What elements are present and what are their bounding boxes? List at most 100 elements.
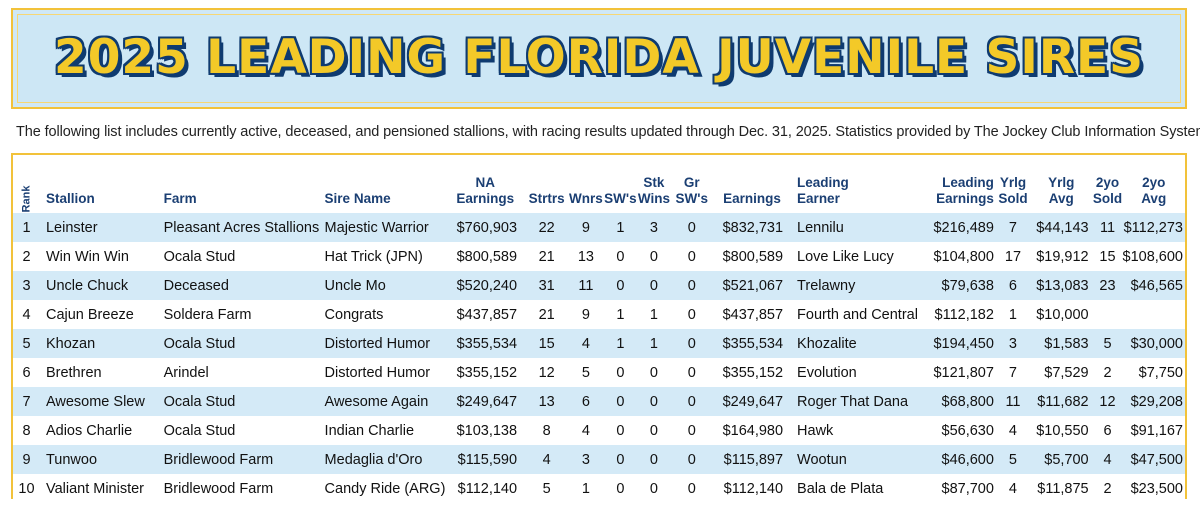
yearling-avg-cell: $11,875 [1030,474,1093,503]
winners-cell: 4 [568,416,604,445]
2yo-avg-cell: $7,750 [1122,358,1185,387]
table-row: 3 Uncle Chuck Deceased Uncle Mo $520,240 31 11… [13,271,1185,300]
rank-cell: 3 [13,271,40,300]
stakes-wins-cell: 3 [637,213,671,242]
winners-cell: 1 [568,474,604,503]
header-2yo-avg: 2yo Avg [1141,175,1167,206]
earnings-cell: $355,534 [712,329,792,358]
na-earnings-cell: $103,138 [445,416,526,445]
header-rank: Rank [20,185,33,213]
starters-cell: 12 [525,358,569,387]
leading-earnings-cell: $104,800 [917,242,996,271]
graded-sws-cell: 0 [670,242,713,271]
farm-cell: Pleasant Acres Stallions [163,213,325,242]
winners-cell: 13 [568,242,604,271]
na-earnings-cell: $115,590 [445,445,526,474]
starters-cell: 8 [525,416,569,445]
yearling-sold-cell: 4 [995,474,1031,503]
leading-earnings-cell: $121,807 [917,358,996,387]
starters-cell: 31 [525,271,569,300]
2yo-sold-cell: 15 [1092,242,1123,271]
yearling-avg-cell: $13,083 [1030,271,1093,300]
yearling-sold-cell: 7 [995,358,1031,387]
2yo-sold-cell: 2 [1092,358,1123,387]
stakes-winners-cell: 0 [603,387,638,416]
farm-cell: Deceased [163,271,325,300]
2yo-avg-cell [1122,300,1185,329]
yearling-avg-cell: $19,912 [1030,242,1093,271]
header-leading-earner: Leading Earner [797,175,849,206]
earnings-cell: $437,857 [712,300,792,329]
2yo-sold-cell: 11 [1092,213,1123,242]
header-graded-sws: Gr SW's [675,175,708,206]
stallion-cell: Brethren [39,358,164,387]
leading-earner-cell: Bala de Plata [791,474,918,503]
header-na-earnings: NA Earnings [456,175,515,206]
graded-sws-cell: 0 [670,445,713,474]
leading-earner-cell: Wootun [791,445,918,474]
table-row: 9 Tunwoo Bridlewood Farm Medaglia d'Oro $115… [13,445,1185,474]
header-sire: Sire Name [324,191,391,206]
earnings-cell: $249,647 [712,387,792,416]
sire-cell: Medaglia d'Oro [324,445,446,474]
starters-cell: 22 [525,213,569,242]
2yo-sold-cell: 4 [1092,445,1123,474]
farm-cell: Ocala Stud [163,416,325,445]
stallion-cell: Leinster [39,213,164,242]
header-earnings: Earnings [723,191,781,206]
sire-cell: Majestic Warrior [324,213,446,242]
2yo-sold-cell: 12 [1092,387,1123,416]
yearling-avg-cell: $10,000 [1030,300,1093,329]
2yo-sold-cell [1092,300,1123,329]
leading-earner-cell: Love Like Lucy [791,242,918,271]
stallion-cell: Win Win Win [39,242,164,271]
page-title: 2025 LEADING FLORIDA JUVENILE SIRES [54,30,1144,85]
2yo-avg-cell: $91,167 [1122,416,1185,445]
rank-cell: 1 [13,213,40,242]
sire-cell: Distorted Humor [324,358,446,387]
table-row: 8 Adios Charlie Ocala Stud Indian Charlie $1… [13,416,1185,445]
header-stakes-winners: SW's [604,191,637,206]
na-earnings-cell: $112,140 [445,474,526,503]
title-banner: 2025 LEADING FLORIDA JUVENILE SIRES [11,8,1187,109]
table-row: 10 Valiant Minister Bridlewood Farm Candy R… [13,474,1185,503]
leading-earner-cell: Lennilu [791,213,918,242]
table-row: 4 Cajun Breeze Soldera Farm Congrats $437,85… [13,300,1185,329]
header-yearling-sold: Yrlg Sold [998,175,1028,206]
earnings-cell: $164,980 [712,416,792,445]
leading-earnings-cell: $56,630 [917,416,996,445]
header-yearling-avg: Yrlg Avg [1048,175,1075,206]
2yo-sold-cell: 2 [1092,474,1123,503]
stakes-wins-cell: 1 [637,300,671,329]
winners-cell: 9 [568,213,604,242]
leading-earnings-cell: $112,182 [917,300,996,329]
yearling-avg-cell: $44,143 [1030,213,1093,242]
yearling-sold-cell: 6 [995,271,1031,300]
graded-sws-cell: 0 [670,358,713,387]
banner-inner-border [17,14,1181,103]
sire-cell: Awesome Again [324,387,446,416]
stakes-winners-cell: 1 [603,213,638,242]
winners-cell: 4 [568,329,604,358]
stakes-wins-cell: 1 [637,329,671,358]
rank-cell: 7 [13,387,40,416]
stallion-cell: Awesome Slew [39,387,164,416]
farm-cell: Arindel [163,358,325,387]
leading-earner-cell: Hawk [791,416,918,445]
winners-cell: 9 [568,300,604,329]
farm-cell: Ocala Stud [163,329,325,358]
graded-sws-cell: 0 [670,387,713,416]
graded-sws-cell: 0 [670,213,713,242]
yearling-sold-cell: 1 [995,300,1031,329]
stakes-winners-cell: 0 [603,358,638,387]
2yo-sold-cell: 6 [1092,416,1123,445]
yearling-avg-cell: $11,682 [1030,387,1093,416]
winners-cell: 6 [568,387,604,416]
leading-earner-cell: Evolution [791,358,918,387]
earnings-cell: $800,589 [712,242,792,271]
earnings-cell: $115,897 [712,445,792,474]
stakes-winners-cell: 1 [603,329,638,358]
leading-earnings-cell: $216,489 [917,213,996,242]
2yo-avg-cell: $46,565 [1122,271,1185,300]
na-earnings-cell: $355,152 [445,358,526,387]
